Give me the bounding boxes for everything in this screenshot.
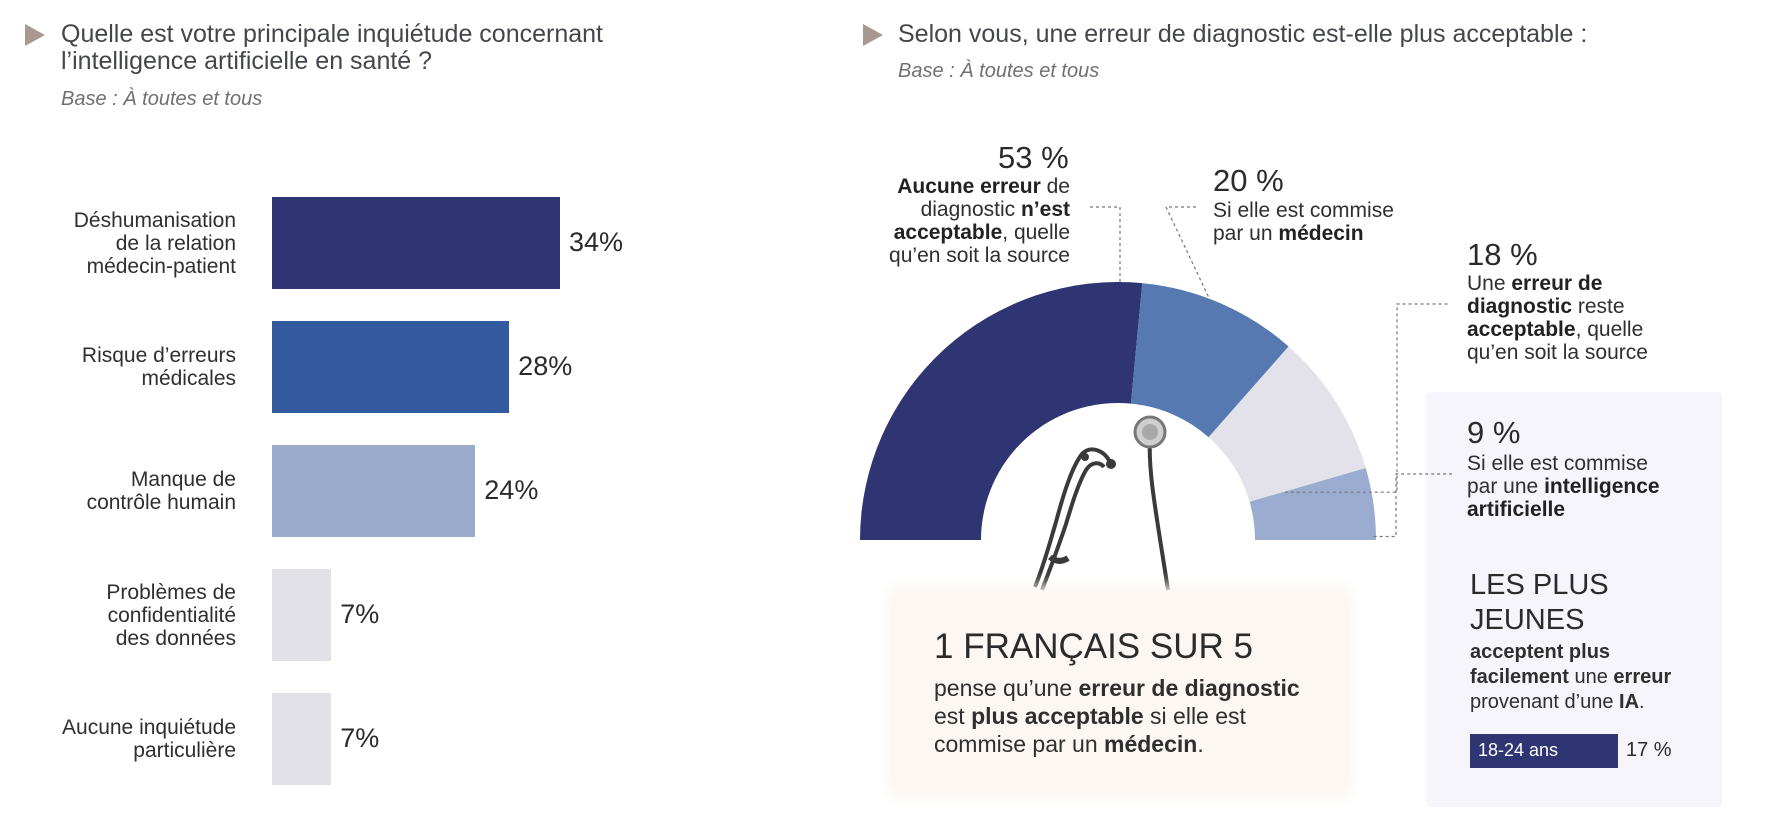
donut-value-label-2: 20 %: [1213, 163, 1284, 198]
youth-age-label: 18-24 ans: [1478, 740, 1559, 760]
category-label-2-line-1: Risque d’erreurs: [81, 344, 236, 367]
annotation-2-line-2: par un médecin: [1213, 222, 1364, 245]
callout-body-line-2: est plus acceptable si elle est: [934, 703, 1246, 729]
donut-value-label-3: 18 %: [1467, 237, 1538, 272]
donut-segment-4: [1249, 468, 1376, 540]
bar-1: [272, 197, 560, 289]
leader-line-3: [1284, 303, 1450, 493]
annotation-2-line-1: Si elle est commise: [1213, 199, 1394, 222]
annotation-4-line-3: artificielle: [1467, 498, 1566, 521]
bar-4: [272, 569, 332, 661]
annotation-1-line-3: acceptable, quelle: [893, 221, 1070, 244]
youth-body-line-2: facilement une erreur: [1470, 666, 1672, 688]
category-label-4-line-2: confidentialité: [107, 603, 236, 627]
category-label-3-line-2: contrôle humain: [86, 491, 236, 514]
left-base-note: Base : À toutes et tous: [61, 88, 263, 110]
youth-body: acceptent plus facilement une erreur prove…: [1470, 640, 1671, 715]
category-label-4-line-3: des données: [115, 626, 236, 650]
bar-value-label-4: 7%: [340, 599, 380, 629]
category-label-1-line-1: Déshumanisation: [73, 208, 236, 232]
left-question-line-2: l’intelligence artificielle en santé ?: [61, 47, 433, 75]
donut-annotation-2: Si elle est commise par un médecin: [1213, 199, 1394, 245]
bar-value-label-1: 34%: [569, 227, 624, 257]
annotation-3-line-1: Une erreur de: [1467, 272, 1603, 295]
donut-annotation-4: Si elle est commise par une intelligence a…: [1467, 452, 1660, 521]
donut-value-label-4: 9 %: [1467, 415, 1521, 450]
annotation-4-line-2: par une intelligence: [1467, 475, 1660, 498]
category-label-5-line-2: particulière: [133, 739, 236, 762]
callout-body: pense qu’une erreur de diagnostic est plu…: [934, 674, 1300, 758]
bullet-triangle-icon: [25, 24, 45, 46]
right-question-title: Selon vous, une erreur de diagnostic est…: [898, 20, 1588, 48]
donut-segment-3: [1208, 346, 1366, 502]
concern-bar-chart: 34% Déshumanisation de la relation médecin-…: [0, 0, 800, 830]
left-question-line-1: Quelle est votre principale inquiétude c…: [61, 20, 604, 48]
youth-body-line-3: provenant d’une IA.: [1470, 691, 1645, 713]
annotation-4-line-1: Si elle est commise: [1467, 452, 1648, 475]
youth-age-value: 17 %: [1626, 739, 1672, 761]
donut-annotation-1: Aucune erreur de diagnostic n’est acceptab…: [840, 175, 1070, 267]
category-label-4: Problèmes de confidentialité des données: [26, 581, 236, 650]
annotation-3-line-3: acceptable, quelle: [1467, 318, 1644, 341]
category-label-3-line-1: Manque de: [130, 468, 236, 491]
youth-age-bar: 18-24 ans: [1470, 734, 1618, 768]
donut-annotation-3: Une erreur de diagnostic reste acceptable,…: [1467, 272, 1648, 364]
bar-value-label-2: 28%: [518, 351, 573, 381]
annotation-1-line-2: diagnostic n’est: [920, 198, 1070, 221]
bar-2: [272, 321, 510, 413]
leader-line-1: [1090, 206, 1121, 285]
category-label-5-line-1: Aucune inquiétude: [62, 716, 236, 739]
category-label-1-line-3: médecin-patient: [86, 254, 236, 278]
youth-title-line-1: LES PLUS: [1470, 569, 1609, 601]
youth-body-line-1: acceptent plus: [1470, 641, 1611, 663]
category-label-4-line-1: Problèmes de: [106, 580, 236, 604]
donut-segment-2: [1130, 283, 1289, 438]
youth-title-line-2: JEUNES: [1470, 604, 1585, 636]
annotation-3-line-2: diagnostic reste: [1467, 295, 1625, 318]
key-finding-callout: 1 FRANÇAIS SUR 5 pense qu’une erreur de …: [892, 592, 1348, 792]
bar-3: [272, 445, 476, 537]
bar-5: [272, 693, 332, 785]
leader-line-2: [1165, 206, 1214, 306]
bar-value-label-5: 7%: [340, 723, 380, 753]
category-label-5: Aucune inquiétude particulière: [26, 716, 236, 762]
bullet-triangle-icon: [863, 24, 883, 46]
stethoscope-icon: [1033, 415, 1170, 591]
category-label-1-line-2: de la relation: [115, 231, 236, 255]
annotation-1-line-1: Aucune erreur de: [897, 175, 1070, 198]
callout-body-line-3: commise par un médecin.: [934, 731, 1204, 757]
leader-line-4: [1373, 473, 1452, 538]
donut-value-label-1: 53 %: [998, 140, 1069, 175]
bar-value-label-3: 24%: [484, 475, 539, 505]
annotation-3-line-4: qu’en soit la source: [1467, 341, 1648, 364]
annotation-1-line-4: qu’en soit la source: [889, 244, 1070, 267]
category-label-2-line-2: médicales: [141, 367, 236, 390]
callout-headline: 1 FRANÇAIS SUR 5: [934, 627, 1253, 666]
category-label-1: Déshumanisation de la relation médecin-pat…: [26, 209, 236, 278]
donut-segment-1: [860, 282, 1143, 540]
right-base-note: Base : À toutes et tous: [898, 60, 1100, 82]
category-label-2: Risque d’erreurs médicales: [26, 344, 236, 390]
left-question-title: Quelle est votre principale inquiétude c…: [61, 21, 701, 75]
category-label-3: Manque de contrôle humain: [26, 468, 236, 514]
callout-body-line-1: pense qu’une erreur de diagnostic: [934, 675, 1300, 701]
youth-title: LES PLUS JEUNES: [1470, 568, 1609, 638]
